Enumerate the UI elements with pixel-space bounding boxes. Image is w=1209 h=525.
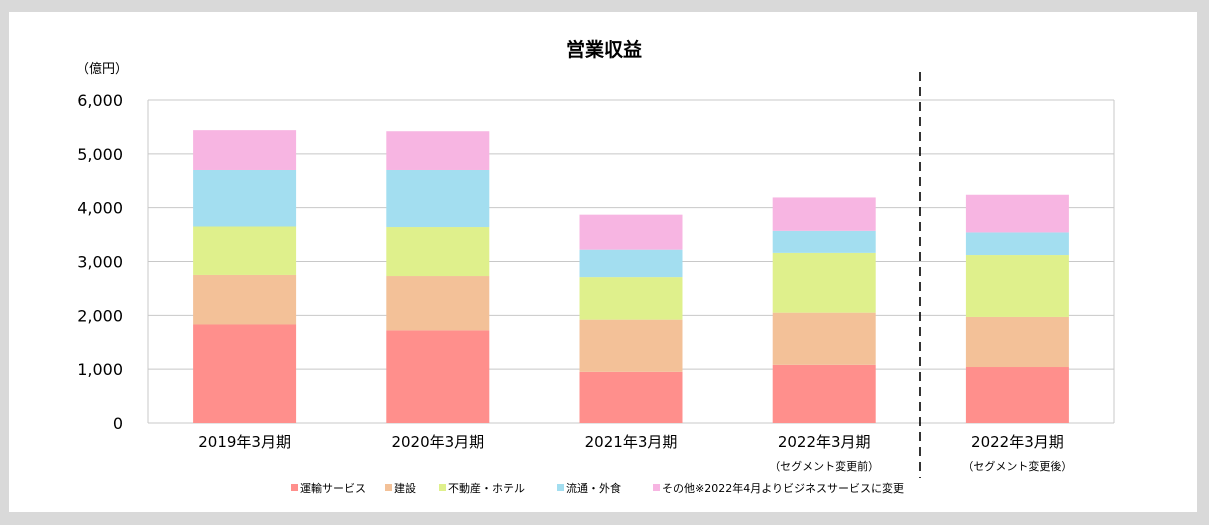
x-category-label: 2020年3月期 bbox=[391, 433, 484, 451]
bar-segment bbox=[386, 169, 490, 228]
bar-segment bbox=[193, 226, 297, 275]
chart-title: 営業収益 bbox=[566, 38, 642, 61]
y-unit-label: （億円） bbox=[76, 61, 128, 77]
bar-segment bbox=[386, 131, 490, 170]
x-category-label: 2022年3月期 bbox=[778, 433, 871, 451]
legend-swatch bbox=[653, 484, 660, 491]
chart-panel: 営業収益 （億円） 0 1,000 2,000 3,000 4,000 5,000 6,00… bbox=[9, 12, 1197, 512]
bar-segment bbox=[772, 252, 876, 313]
y-tick-label: 2,000 bbox=[77, 306, 123, 325]
bar-segment bbox=[965, 316, 1069, 368]
bar-segment bbox=[386, 276, 490, 331]
bar-segment bbox=[579, 371, 683, 423]
y-tick-label: 5,000 bbox=[77, 145, 123, 164]
y-tick-label: 0 bbox=[113, 414, 123, 433]
bar-segment bbox=[386, 330, 490, 423]
legend-label: 不動産・ホテル bbox=[448, 481, 525, 495]
x-category-note: （セグメント変更後） bbox=[962, 459, 1072, 473]
revenue-chart: 営業収益 （億円） 0 1,000 2,000 3,000 4,000 5,000 6,00… bbox=[76, 38, 1115, 495]
bar-segment bbox=[772, 364, 876, 423]
x-category-label: 2019年3月期 bbox=[198, 433, 291, 451]
bar-segment bbox=[965, 367, 1069, 423]
bar-segment bbox=[193, 130, 297, 170]
bar-segment bbox=[579, 277, 683, 320]
legend-label: その他※2022年4月よりビジネスサービスに変更 bbox=[662, 481, 904, 495]
bar-segment bbox=[579, 319, 683, 372]
x-axis-labels: 2019年3月期 2020年3月期 2021年3月期 2022年3月期 （セグメント変更… bbox=[198, 433, 1072, 473]
y-tick-label: 3,000 bbox=[77, 253, 123, 272]
legend-swatch bbox=[439, 484, 446, 491]
bar-segment bbox=[772, 312, 876, 365]
legend-label: 建設 bbox=[394, 481, 416, 495]
bar-segment bbox=[386, 227, 490, 277]
bar-segment bbox=[772, 197, 876, 231]
y-tick-label: 4,000 bbox=[77, 199, 123, 218]
legend-swatch bbox=[557, 484, 564, 491]
legend-swatch bbox=[385, 484, 392, 491]
legend: 運輸サービス 建設 不動産・ホテル 流通・外食 その他※2022年4月よりビジネスサービ… bbox=[291, 481, 904, 495]
y-axis-ticks: 0 1,000 2,000 3,000 4,000 5,000 6,000 bbox=[77, 91, 123, 433]
bar-segment bbox=[965, 255, 1069, 317]
bar-segment bbox=[193, 169, 297, 227]
bar-segment bbox=[579, 214, 683, 250]
legend-label: 運輸サービス bbox=[300, 481, 366, 495]
x-category-label: 2022年3月期 bbox=[971, 433, 1064, 451]
legend-swatch bbox=[291, 484, 298, 491]
bar-segment bbox=[579, 249, 683, 278]
bar-segment bbox=[193, 274, 297, 325]
y-tick-label: 1,000 bbox=[77, 360, 123, 379]
legend-label: 流通・外食 bbox=[566, 481, 621, 495]
x-category-note: （セグメント変更前） bbox=[769, 459, 879, 473]
stacked-bars bbox=[193, 130, 1069, 423]
x-category-label: 2021年3月期 bbox=[585, 433, 678, 451]
bar-segment bbox=[772, 230, 876, 253]
y-tick-label: 6,000 bbox=[77, 91, 123, 110]
bar-segment bbox=[965, 194, 1069, 233]
bar-segment bbox=[965, 232, 1069, 256]
bar-segment bbox=[193, 324, 297, 423]
